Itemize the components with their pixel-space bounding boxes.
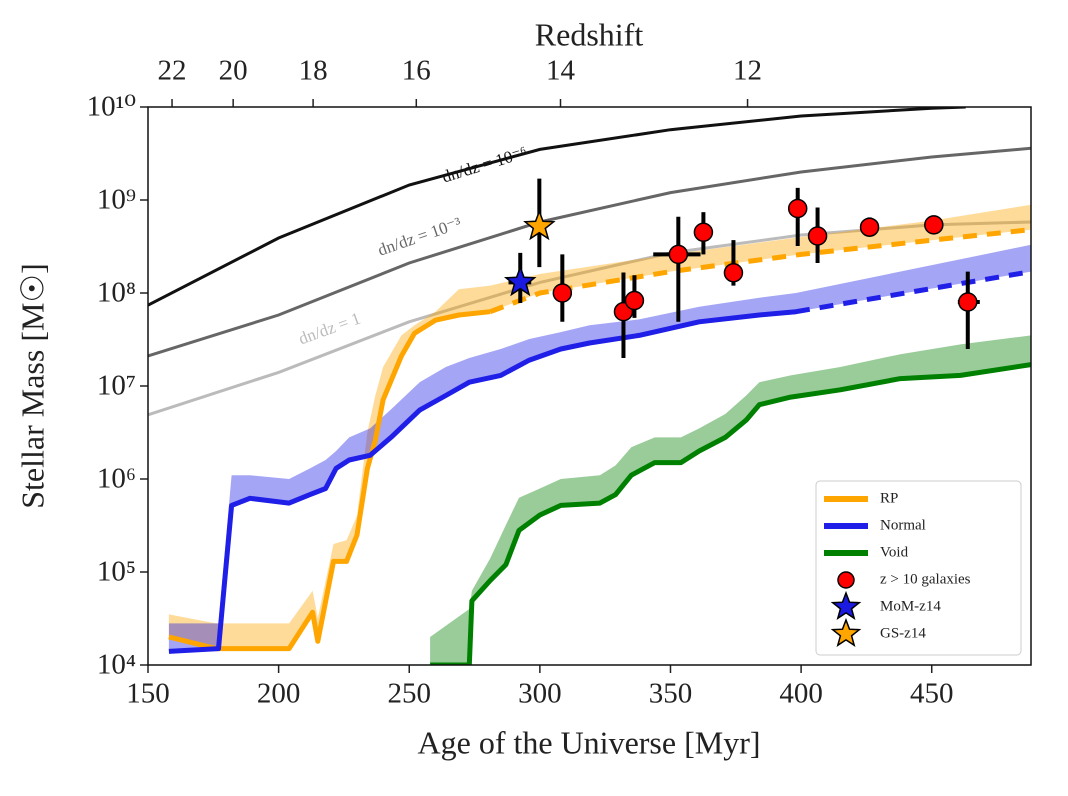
top-axis-label: Redshift [535, 16, 644, 52]
reference-curve [148, 107, 966, 307]
y-axis-label: Stellar Mass [M☉] [14, 263, 50, 509]
curve-label: dn/dz = 10⁻³ [375, 213, 463, 259]
y-tick-label: 10⁷ [97, 370, 136, 402]
x-tick-label: 450 [910, 678, 954, 710]
model-line [168, 227, 1031, 652]
x2-tick-label: 16 [402, 55, 431, 87]
galaxy-marker [668, 244, 689, 265]
legend-swatch [830, 617, 862, 648]
legend-label: MoM-z14 [880, 598, 941, 614]
reference-curve [148, 220, 1031, 417]
x2-tick-label: 12 [733, 55, 762, 87]
galaxy-marker [807, 226, 828, 246]
x-axis-label: Age of the Universe [Myr] [418, 724, 761, 760]
reference-curve [148, 146, 1031, 358]
galaxy-marker [859, 217, 880, 237]
y-tick-label: 10⁵ [97, 556, 136, 588]
galaxy-marker [958, 292, 978, 312]
x2-tick-label: 20 [219, 55, 248, 87]
legend-label: z > 10 galaxies [880, 571, 971, 587]
model-line [430, 362, 1031, 665]
model-line [168, 269, 1031, 654]
galaxy-marker [924, 215, 944, 235]
y-tick-label: 10⁶ [97, 463, 136, 495]
x-tick-label: 150 [126, 678, 170, 710]
galaxy-marker [693, 222, 714, 243]
galaxy-marker [552, 283, 573, 303]
legend-label: Normal [880, 517, 926, 533]
y-tick-label: 10⁹ [97, 184, 136, 216]
x2-tick-label: 18 [299, 55, 328, 87]
range-band [430, 335, 1031, 665]
legend-label: GS-z14 [880, 625, 926, 641]
star-marker [523, 209, 556, 241]
legend-label: Void [880, 544, 909, 560]
x-tick-label: 350 [649, 678, 693, 710]
y-tick-label: 10⁴ [97, 649, 136, 681]
legend-swatch [830, 590, 862, 621]
x2-tick-label: 14 [546, 55, 576, 87]
legend-swatch [837, 571, 855, 589]
x-tick-label: 400 [779, 678, 823, 710]
x2-tick-label: 22 [158, 55, 187, 87]
curve-label: dn/dz = 10⁻⁶ [440, 143, 530, 187]
legend-label: RP [880, 490, 898, 506]
x-tick-label: 250 [387, 678, 431, 710]
galaxy-marker [723, 263, 744, 283]
star-marker [503, 265, 537, 297]
galaxy-marker [787, 198, 808, 219]
x-tick-label: 300 [518, 678, 562, 710]
galaxy-marker [624, 290, 645, 311]
plot-area [148, 107, 1031, 665]
plot-frame [147, 106, 1032, 666]
y-tick-label: 10¹⁰ [87, 91, 136, 123]
x-tick-label: 200 [257, 678, 301, 710]
y-tick-label: 10⁸ [97, 277, 136, 309]
